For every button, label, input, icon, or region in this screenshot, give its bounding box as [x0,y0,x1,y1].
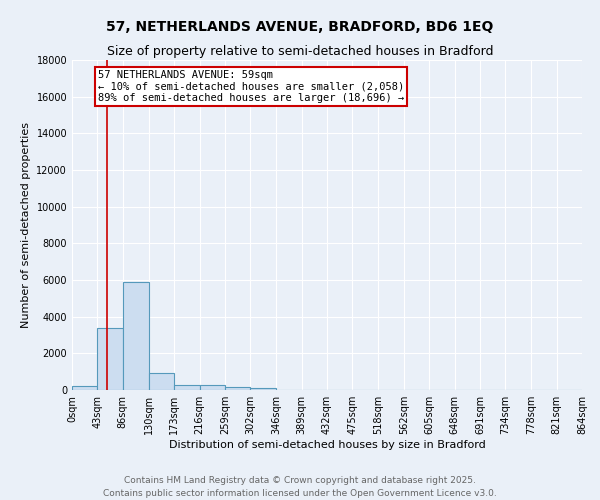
X-axis label: Distribution of semi-detached houses by size in Bradford: Distribution of semi-detached houses by … [169,440,485,450]
Bar [123,282,149,390]
Text: 57, NETHERLANDS AVENUE, BRADFORD, BD6 1EQ: 57, NETHERLANDS AVENUE, BRADFORD, BD6 1E… [106,20,494,34]
Bar [72,386,97,390]
Bar [250,388,276,390]
Bar [199,384,225,390]
Y-axis label: Number of semi-detached properties: Number of semi-detached properties [21,122,31,328]
Bar [225,387,250,390]
Text: Contains HM Land Registry data © Crown copyright and database right 2025.
Contai: Contains HM Land Registry data © Crown c… [103,476,497,498]
Bar [149,372,174,390]
Bar [97,328,123,390]
Text: Size of property relative to semi-detached houses in Bradford: Size of property relative to semi-detach… [107,45,493,58]
Text: 57 NETHERLANDS AVENUE: 59sqm
← 10% of semi-detached houses are smaller (2,058)
8: 57 NETHERLANDS AVENUE: 59sqm ← 10% of se… [98,70,404,103]
Bar [174,384,199,390]
